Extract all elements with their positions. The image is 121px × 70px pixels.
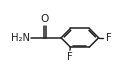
Text: H₂N: H₂N — [11, 33, 30, 43]
Text: F: F — [67, 52, 73, 62]
Text: F: F — [106, 33, 112, 43]
Text: O: O — [41, 14, 49, 24]
